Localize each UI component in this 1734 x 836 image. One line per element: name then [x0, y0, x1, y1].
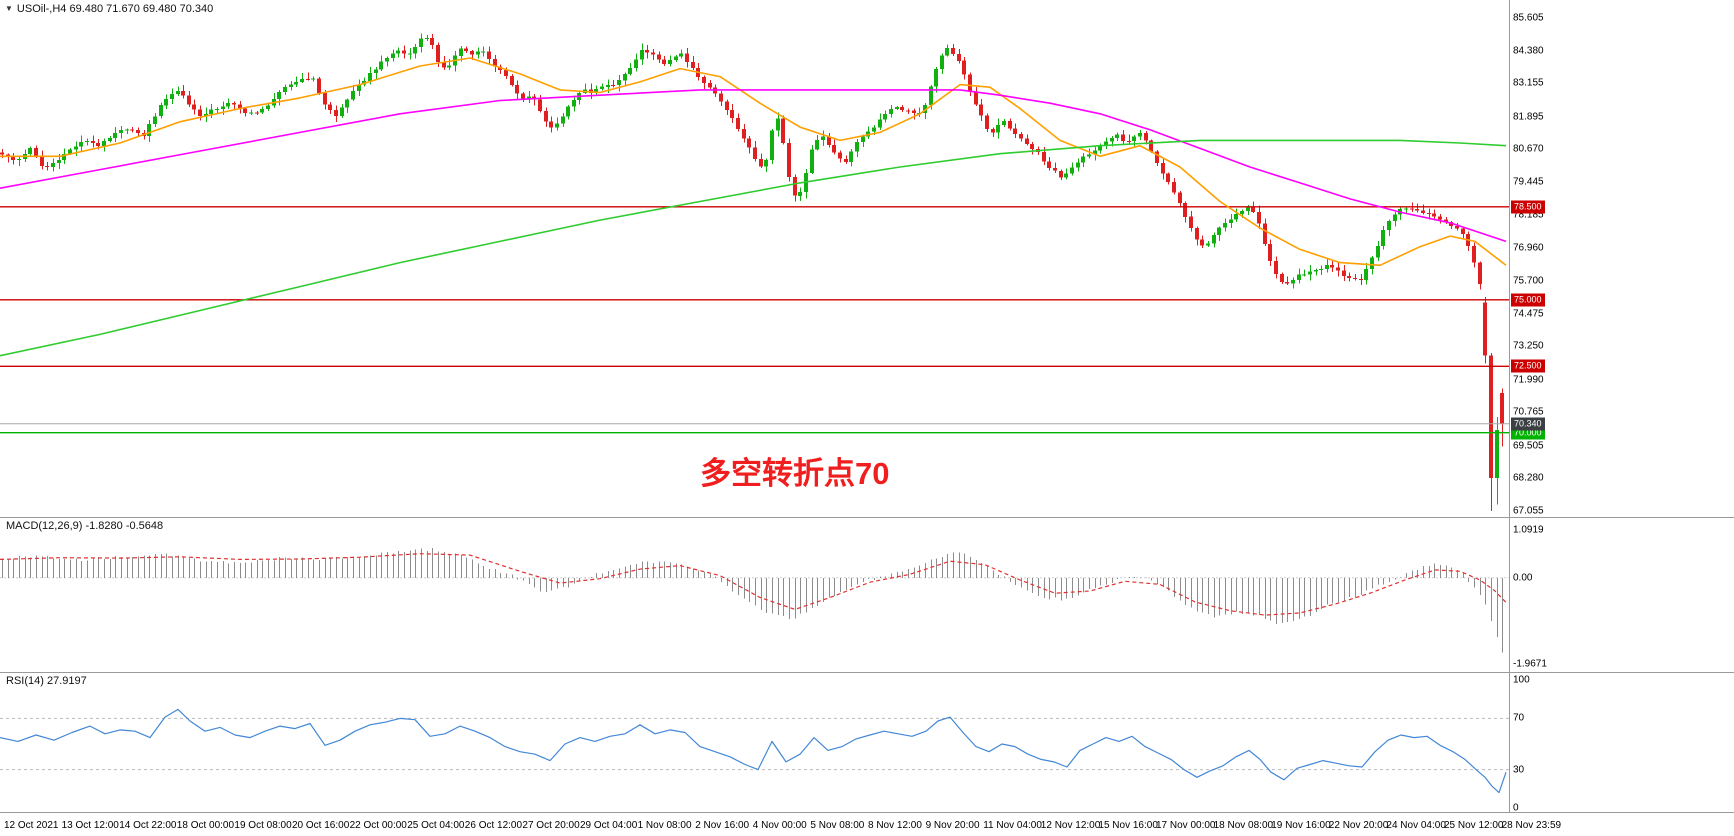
annotation-text: 多空转折点70: [700, 456, 890, 491]
time-axis-label: 28 Nov 23:59: [1501, 820, 1562, 831]
time-axis-label: 18 Nov 08:00: [1213, 820, 1274, 831]
time-axis-label: 11 Nov 04:00: [983, 820, 1042, 831]
rsi-axis-label: 100: [1513, 674, 1530, 686]
collapse-arrow-icon[interactable]: ▼: [5, 4, 13, 13]
time-axis-label: 25 Nov 12:00: [1444, 820, 1504, 831]
price-axis-label: 67.055: [1513, 505, 1544, 517]
time-axis-label: 25 Oct 04:00: [407, 820, 465, 831]
time-axis-label: 8 Nov 12:00: [868, 820, 922, 831]
rsi-axis-label: 70: [1513, 712, 1525, 724]
time-axis-label: 27 Oct 20:00: [522, 820, 580, 831]
time-axis-label: 19 Nov 16:00: [1271, 820, 1331, 831]
price-axis-label: 80.670: [1513, 143, 1544, 155]
rsi-axis-label: 0: [1513, 802, 1519, 814]
chart-title: ▼ USOil-,H4 69.480 71.670 69.480 70.340: [5, 3, 213, 15]
rsi-indicator-label: RSI(14) 27.9197: [6, 675, 87, 687]
macd-indicator-label: MACD(12,26,9) -1.8280 -0.5648: [6, 520, 164, 532]
time-axis-label: 20 Oct 16:00: [292, 820, 350, 831]
price-axis-label: 71.990: [1513, 374, 1544, 386]
chart-title-text: USOil-,H4 69.480 71.670 69.480 70.340: [16, 3, 214, 15]
time-axis-label: 18 Oct 00:00: [176, 820, 235, 831]
time-axis-label: 12 Nov 12:00: [1040, 820, 1101, 831]
price-axis-label: 74.475: [1513, 308, 1544, 320]
price-axis-label: 84.380: [1513, 45, 1544, 57]
time-axis-label: 13 Oct 12:00: [61, 820, 119, 831]
time-axis-label: 15 Nov 16:00: [1098, 820, 1158, 831]
price-axis-label: 85.605: [1513, 12, 1544, 24]
macd-axis-label: 1.0919: [1513, 524, 1544, 536]
price-axis-label: 79.445: [1513, 176, 1544, 188]
macd-axis-label: -1.9671: [1513, 658, 1547, 670]
time-axis-label: 26 Oct 12:00: [464, 820, 523, 831]
price-axis-label: 81.895: [1513, 111, 1544, 123]
time-axis-label: 19 Oct 08:00: [234, 820, 292, 831]
time-axis-label: 1 Nov 08:00: [637, 820, 692, 831]
price-level-badge: 72.500: [1511, 359, 1545, 373]
time-axis-label: 17 Nov 00:00: [1156, 820, 1216, 831]
price-axis-label: 83.155: [1513, 77, 1544, 89]
time-axis-label: 5 Nov 08:00: [810, 820, 865, 831]
time-axis-label: 22 Oct 00:00: [349, 820, 407, 831]
price-axis-label: 78.185: [1513, 209, 1544, 221]
time-axis-label: 24 Nov 04:00: [1386, 820, 1446, 831]
current-price-badge: 70.340: [1511, 417, 1545, 431]
time-axis-label: 12 Oct 2021: [4, 820, 59, 831]
time-axis-label: 22 Nov 20:00: [1328, 820, 1389, 831]
price-axis-label: 76.960: [1513, 242, 1544, 254]
time-axis-label: 2 Nov 16:00: [695, 820, 750, 831]
price-level-badge: 75.000: [1511, 293, 1545, 307]
time-axis-label: 14 Oct 22:00: [119, 820, 177, 831]
price-level-badge: 78.500: [1511, 200, 1545, 214]
macd-axis-label: 0.00: [1513, 572, 1533, 584]
time-axis-label: 9 Nov 20:00: [925, 820, 980, 831]
price-axis-label: 70.765: [1513, 406, 1544, 418]
price-axis-label: 69.505: [1513, 440, 1544, 452]
price-axis-label: 68.280: [1513, 472, 1544, 484]
rsi-axis-label: 30: [1513, 764, 1525, 776]
price-axis-label: 73.250: [1513, 340, 1544, 352]
time-axis-label: 4 Nov 00:00: [752, 820, 807, 831]
price-axis-label: 75.700: [1513, 275, 1544, 287]
time-axis-label: 29 Oct 04:00: [580, 820, 638, 831]
